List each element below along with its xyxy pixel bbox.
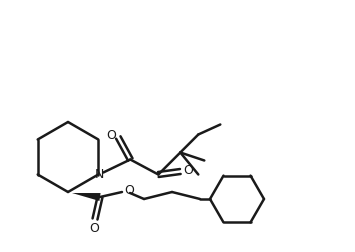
Text: N: N	[95, 167, 104, 180]
Text: O: O	[89, 222, 99, 235]
Text: O: O	[106, 129, 116, 141]
Text: O: O	[124, 184, 134, 197]
Text: O: O	[184, 163, 193, 176]
Polygon shape	[72, 193, 100, 201]
